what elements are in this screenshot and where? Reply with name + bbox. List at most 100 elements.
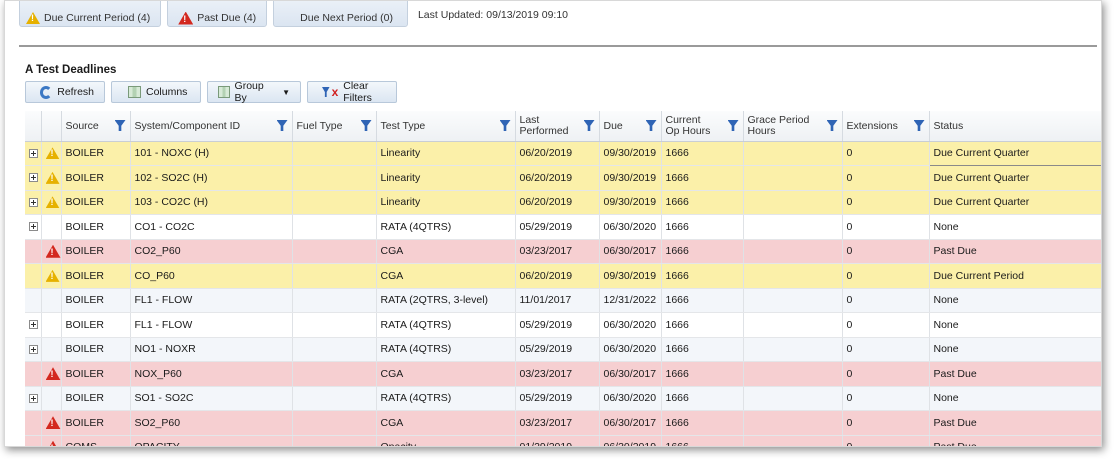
- filter-icon[interactable]: [499, 120, 511, 131]
- column-header-fuel-type[interactable]: Fuel Type: [292, 111, 377, 142]
- column-header-grace-period-hours[interactable]: Grace Period Hours: [743, 111, 843, 142]
- cell-grace-hours: [743, 214, 843, 240]
- cell-test-type: CGA: [376, 239, 516, 264]
- cell-test-type: RATA (4QTRS): [376, 214, 516, 240]
- cell-test-type: Linearity: [376, 141, 516, 166]
- cell-status: Due Current Quarter: [928, 140, 1101, 166]
- last-updated-text: Last Updated: 09/13/2019 09:10: [417, 9, 569, 21]
- due-next-period-button[interactable]: Due Next Period (0): [273, 1, 408, 27]
- cell-extensions: 0: [842, 410, 930, 436]
- cell-test-type: CGA: [376, 263, 516, 289]
- alert-icon: [45, 367, 60, 381]
- cell-extensions: 0: [842, 435, 930, 446]
- filter-icon[interactable]: [826, 120, 838, 131]
- cell-fuel-type: [292, 141, 377, 166]
- expand-icon[interactable]: [29, 222, 38, 232]
- cell-grace-hours: [743, 337, 843, 362]
- cell-system-id: CO_P60: [130, 263, 293, 289]
- table-row[interactable]: BOILER FL1 - FLOW RATA (2QTRS, 3-level) 11/…: [25, 288, 1101, 313]
- expand-icon[interactable]: [29, 173, 38, 183]
- column-header-current-op-hours[interactable]: Current Op Hours: [661, 111, 744, 142]
- filter-icon[interactable]: [645, 120, 657, 131]
- funnel-icon: [322, 87, 330, 97]
- alert-icon: [178, 11, 194, 25]
- row-status-icon-cell: [41, 165, 62, 191]
- expand-icon[interactable]: [29, 197, 38, 207]
- table-row[interactable]: BOILER NO1 - NOXR RATA (4QTRS) 05/29/2019 06…: [25, 337, 1101, 362]
- group-by-button[interactable]: Group By ▼: [207, 80, 301, 104]
- filter-icon[interactable]: [913, 120, 925, 131]
- cell-extensions: 0: [842, 165, 930, 191]
- warning-icon: [45, 147, 60, 160]
- cell-test-type: RATA (4QTRS): [376, 337, 516, 362]
- expand-icon[interactable]: [29, 148, 38, 158]
- due-current-period-button[interactable]: Due Current Period (4): [19, 1, 162, 27]
- filter-icon[interactable]: [583, 120, 595, 131]
- column-header-last-performed[interactable]: Last Performed: [515, 111, 600, 142]
- cell-extensions: 0: [842, 337, 930, 362]
- cell-fuel-type: [292, 239, 377, 264]
- app-panel: Due Current Period (4) Past Due (4) Due …: [4, 0, 1102, 447]
- row-status-icon-cell: [41, 263, 62, 289]
- group-by-label: Group By: [234, 80, 264, 104]
- row-expander-cell: [25, 190, 42, 215]
- cell-last-performed: 05/29/2019: [515, 214, 600, 240]
- table-row[interactable]: COMSOPACITY Opacity01/29/201906/30/201916…: [25, 435, 1101, 446]
- refresh-button[interactable]: Refresh: [25, 81, 105, 103]
- filter-icon[interactable]: [727, 120, 739, 131]
- clear-filters-button[interactable]: x Clear Filters: [307, 80, 397, 104]
- table-row[interactable]: BOILER SO1 - SO2C RATA (4QTRS) 05/29/2019 06…: [25, 386, 1101, 411]
- columns-button[interactable]: Columns: [111, 81, 201, 103]
- clear-filters-label: Clear Filters: [343, 80, 372, 104]
- past-due-button[interactable]: Past Due (4): [167, 1, 268, 27]
- cell-fuel-type: [292, 410, 377, 436]
- row-expander-cell: [25, 288, 42, 313]
- row-expander-cell: [25, 239, 42, 264]
- cell-status: Past Due: [929, 361, 1101, 387]
- cell-source: BOILER: [61, 190, 131, 215]
- cell-last-performed: 05/29/2019: [515, 312, 600, 338]
- cell-system-id: 101 - NOXC (H): [130, 141, 293, 166]
- expand-icon[interactable]: [29, 344, 38, 354]
- table-row[interactable]: BOILER CO1 - CO2C RATA (4QTRS) 05/29/2019 06…: [25, 214, 1101, 240]
- column-header-due[interactable]: Due: [599, 111, 662, 142]
- cell-source: BOILER: [61, 410, 131, 436]
- cell-last-performed: 03/23/2017: [515, 361, 600, 387]
- cell-status: Due Current Quarter: [929, 165, 1101, 191]
- cell-last-performed: 05/29/2019: [515, 386, 600, 411]
- past-due-label: Past Due (4): [197, 12, 257, 24]
- row-expander-cell: [25, 165, 42, 191]
- column-header-system[interactable]: System/Component ID: [130, 111, 293, 142]
- column-header-status[interactable]: Status: [929, 111, 1101, 142]
- cell-due-date: 06/30/2017: [599, 410, 662, 436]
- column-header-test-type[interactable]: Test Type: [376, 111, 516, 142]
- cell-fuel-type: [292, 361, 377, 387]
- cell-source: BOILER: [61, 263, 131, 289]
- cell-last-performed: 06/20/2019: [515, 263, 600, 289]
- cell-fuel-type: [292, 214, 377, 240]
- filter-icon[interactable]: [360, 120, 372, 131]
- cell-system-id: NO1 - NOXR: [130, 337, 293, 362]
- filter-icon[interactable]: [276, 120, 288, 131]
- cell-source: BOILER: [61, 165, 131, 191]
- cell-extensions: 0: [842, 141, 930, 166]
- filter-icon[interactable]: [114, 120, 126, 131]
- table-row[interactable]: BOILER FL1 - FLOW RATA (4QTRS) 05/29/2019 06…: [25, 312, 1101, 338]
- row-status-icon-cell: [41, 361, 62, 387]
- cell-system-id: SO1 - SO2C: [130, 386, 293, 411]
- cell-due-date: 06/30/2020: [599, 337, 662, 362]
- expand-icon[interactable]: [29, 393, 38, 403]
- column-header-extensions[interactable]: Extensions: [842, 111, 930, 142]
- expand-icon[interactable]: [29, 320, 38, 330]
- cell-system-id: SO2_P60: [130, 410, 293, 436]
- cell-test-type: CGA: [376, 361, 516, 387]
- cell-status: Past Due: [929, 239, 1101, 264]
- column-header-source[interactable]: Source: [61, 111, 131, 142]
